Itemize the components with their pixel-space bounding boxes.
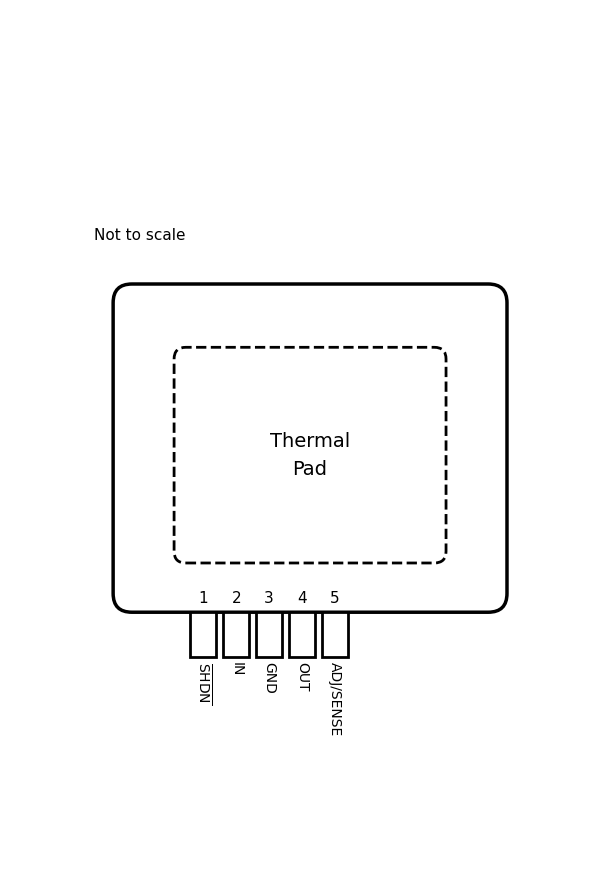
Text: 3: 3 <box>264 591 274 606</box>
Text: 1: 1 <box>198 591 208 606</box>
Text: GND: GND <box>262 663 276 694</box>
Bar <box>289 612 315 657</box>
Text: OUT: OUT <box>295 663 309 692</box>
Text: Pad: Pad <box>293 459 327 479</box>
Text: 2: 2 <box>231 591 241 606</box>
Text: 5: 5 <box>330 591 339 606</box>
Bar <box>223 612 249 657</box>
FancyBboxPatch shape <box>113 284 507 612</box>
Bar <box>191 612 217 657</box>
Text: ADJ/SENSE: ADJ/SENSE <box>328 663 342 737</box>
Bar <box>322 612 347 657</box>
Bar <box>256 612 282 657</box>
FancyBboxPatch shape <box>174 347 446 563</box>
Text: Not to scale: Not to scale <box>94 227 186 243</box>
Text: IN: IN <box>229 663 243 677</box>
Text: $\overline{\mathregular{SHDN}}$: $\overline{\mathregular{SHDN}}$ <box>194 663 212 705</box>
Text: 4: 4 <box>297 591 307 606</box>
Text: Thermal: Thermal <box>270 432 350 450</box>
